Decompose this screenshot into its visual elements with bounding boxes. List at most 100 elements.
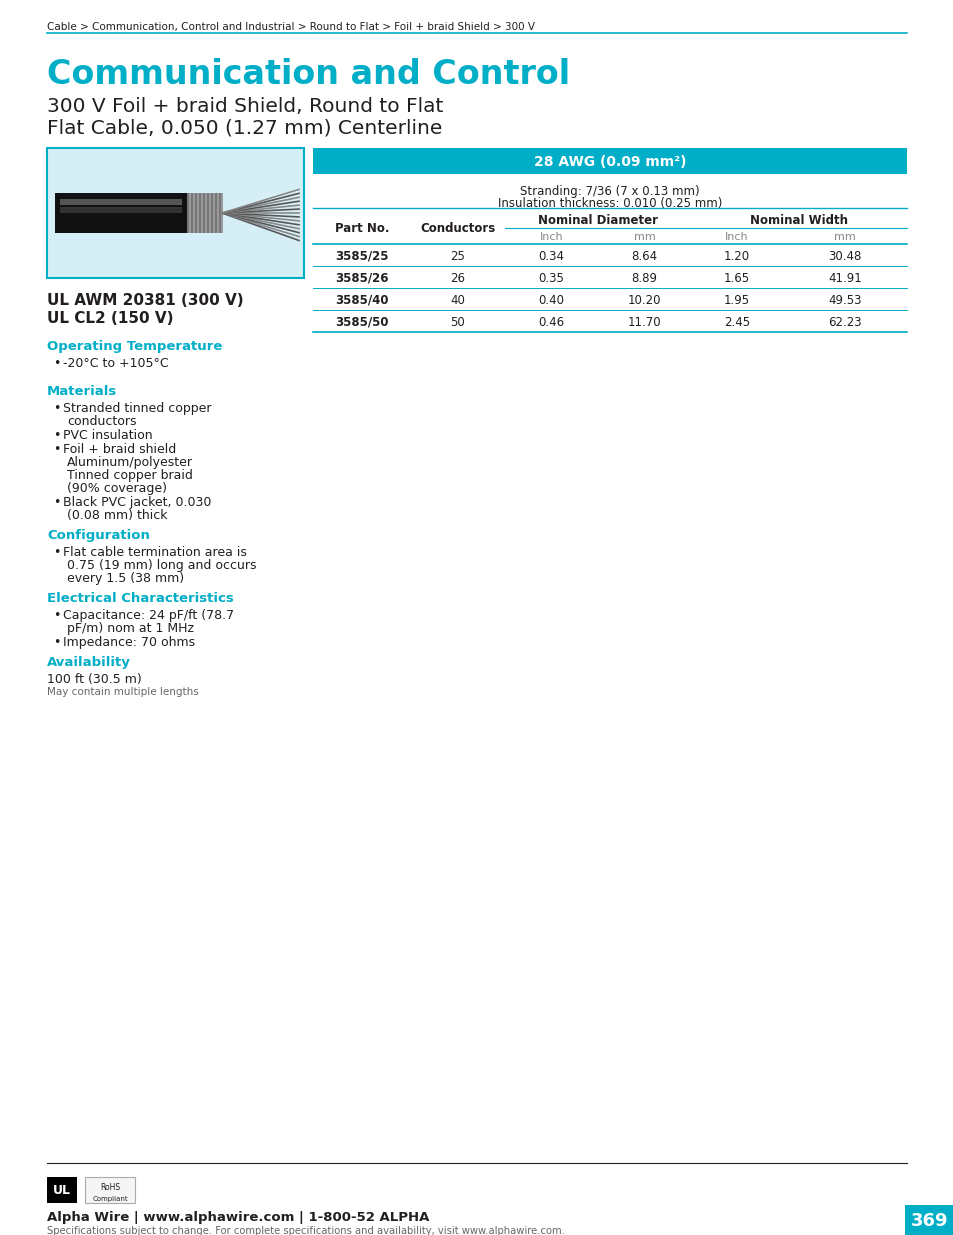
Text: Compliant: Compliant	[92, 1195, 128, 1202]
Bar	[196, 193, 199, 233]
Bar	[211, 193, 213, 233]
Text: Availability: Availability	[47, 656, 131, 669]
Text: 369: 369	[910, 1212, 947, 1230]
Text: Insulation thickness: 0.010 (0.25 mm): Insulation thickness: 0.010 (0.25 mm)	[497, 198, 721, 210]
Text: 8.89: 8.89	[631, 272, 657, 284]
Bar	[216, 193, 219, 233]
Text: Materials: Materials	[47, 385, 117, 398]
Bar	[313, 148, 906, 174]
Text: Black PVC jacket, 0.030: Black PVC jacket, 0.030	[63, 496, 212, 509]
Bar	[189, 193, 191, 233]
Text: Capacitance: 24 pF/ft (78.7: Capacitance: 24 pF/ft (78.7	[63, 609, 233, 622]
Text: 40: 40	[450, 294, 465, 306]
Text: Aluminum/polyester: Aluminum/polyester	[67, 456, 193, 469]
Text: 50: 50	[450, 315, 465, 329]
Bar	[209, 193, 211, 233]
Text: Inch: Inch	[539, 232, 562, 242]
Text: 25: 25	[450, 249, 465, 263]
Text: Specifications subject to change. For complete specifications and availability, : Specifications subject to change. For co…	[47, 1226, 564, 1235]
Text: 10.20: 10.20	[627, 294, 660, 306]
Text: Configuration: Configuration	[47, 529, 150, 542]
Text: Part No.: Part No.	[335, 221, 389, 235]
Text: 1.95: 1.95	[723, 294, 749, 306]
Text: 26: 26	[450, 272, 465, 284]
Text: 0.75 (19 mm) long and occurs: 0.75 (19 mm) long and occurs	[67, 559, 256, 572]
Text: UL CL2 (150 V): UL CL2 (150 V)	[47, 311, 173, 326]
Text: -20°C to +105°C: -20°C to +105°C	[63, 357, 169, 370]
Text: May contain multiple lengths: May contain multiple lengths	[47, 687, 198, 697]
Bar	[207, 193, 209, 233]
Text: 28 AWG (0.09 mm²): 28 AWG (0.09 mm²)	[533, 156, 685, 169]
Text: Stranding: 7/36 (7 x 0.13 mm): Stranding: 7/36 (7 x 0.13 mm)	[519, 185, 700, 198]
Text: •: •	[53, 403, 60, 415]
Bar	[85, 1177, 135, 1203]
Text: 0.35: 0.35	[538, 272, 564, 284]
Text: •: •	[53, 546, 60, 559]
Text: •: •	[53, 429, 60, 442]
Text: 1.65: 1.65	[723, 272, 749, 284]
Text: •: •	[53, 636, 60, 650]
Text: 62.23: 62.23	[827, 315, 861, 329]
Text: every 1.5 (38 mm): every 1.5 (38 mm)	[67, 572, 184, 585]
Bar	[60, 207, 182, 212]
Text: •: •	[53, 496, 60, 509]
Bar	[201, 193, 203, 233]
Text: 0.46: 0.46	[537, 315, 564, 329]
Text: 0.34: 0.34	[537, 249, 564, 263]
Bar	[904, 1205, 953, 1235]
Text: Communication and Control: Communication and Control	[47, 58, 570, 91]
Text: Nominal Width: Nominal Width	[749, 214, 847, 226]
Bar	[194, 193, 196, 233]
Bar	[191, 193, 193, 233]
Text: 3585/40: 3585/40	[335, 294, 388, 306]
Text: UL: UL	[53, 1183, 71, 1197]
Text: •: •	[53, 357, 60, 370]
Text: Foil + braid shield: Foil + braid shield	[63, 443, 176, 456]
Bar	[55, 193, 187, 233]
Text: Electrical Characteristics: Electrical Characteristics	[47, 592, 233, 605]
Text: 300 V Foil + braid Shield, Round to Flat: 300 V Foil + braid Shield, Round to Flat	[47, 98, 443, 116]
Text: 8.64: 8.64	[631, 249, 657, 263]
Bar	[221, 193, 223, 233]
Text: Nominal Diameter: Nominal Diameter	[537, 214, 658, 226]
Bar	[219, 193, 221, 233]
Text: 1.20: 1.20	[723, 249, 749, 263]
Text: Tinned copper braid: Tinned copper braid	[67, 469, 193, 482]
Text: Operating Temperature: Operating Temperature	[47, 340, 222, 353]
Text: Inch: Inch	[724, 232, 748, 242]
Text: Conductors: Conductors	[420, 221, 496, 235]
Text: UL AWM 20381 (300 V): UL AWM 20381 (300 V)	[47, 293, 243, 308]
Text: conductors: conductors	[67, 415, 136, 429]
Text: 41.91: 41.91	[827, 272, 861, 284]
Text: (0.08 mm) thick: (0.08 mm) thick	[67, 509, 168, 522]
Bar	[193, 193, 194, 233]
Text: mm: mm	[633, 232, 655, 242]
Text: •: •	[53, 443, 60, 456]
Text: Stranded tinned copper: Stranded tinned copper	[63, 403, 212, 415]
Text: 3585/50: 3585/50	[335, 315, 388, 329]
Bar	[213, 193, 214, 233]
Bar	[203, 193, 205, 233]
Bar	[214, 193, 216, 233]
Bar	[187, 193, 189, 233]
Bar	[47, 148, 304, 278]
Text: Cable > Communication, Control and Industrial > Round to Flat > Foil + braid Shi: Cable > Communication, Control and Indus…	[47, 22, 535, 32]
Bar	[199, 193, 201, 233]
Text: 49.53: 49.53	[827, 294, 861, 306]
Bar	[205, 193, 207, 233]
Text: Flat Cable, 0.050 (1.27 mm) Centerline: Flat Cable, 0.050 (1.27 mm) Centerline	[47, 119, 442, 137]
Text: mm: mm	[833, 232, 855, 242]
Text: (90% coverage): (90% coverage)	[67, 482, 167, 495]
Text: •: •	[53, 609, 60, 622]
Text: PVC insulation: PVC insulation	[63, 429, 152, 442]
Text: 3585/26: 3585/26	[335, 272, 388, 284]
Text: 11.70: 11.70	[627, 315, 660, 329]
Text: 0.40: 0.40	[537, 294, 564, 306]
Text: 3585/25: 3585/25	[335, 249, 388, 263]
Text: 30.48: 30.48	[827, 249, 861, 263]
Text: Flat cable termination area is: Flat cable termination area is	[63, 546, 247, 559]
Text: 100 ft (30.5 m): 100 ft (30.5 m)	[47, 673, 142, 685]
Text: 2.45: 2.45	[723, 315, 749, 329]
Text: Impedance: 70 ohms: Impedance: 70 ohms	[63, 636, 195, 650]
Bar	[60, 199, 182, 205]
